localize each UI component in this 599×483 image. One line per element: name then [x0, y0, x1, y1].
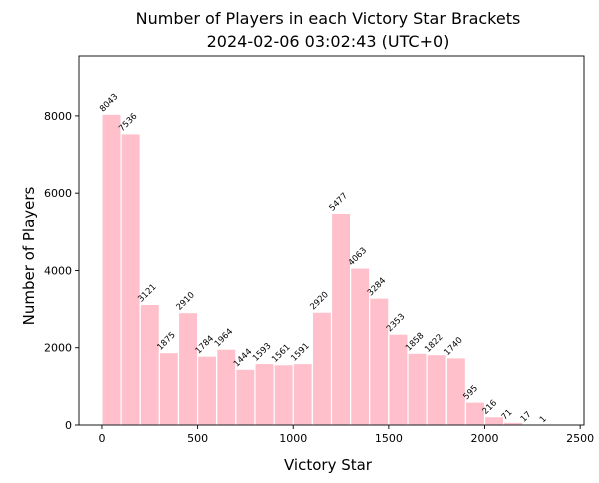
y-tick-label: 2000 [44, 342, 72, 355]
bar [235, 368, 256, 426]
x-tick-label: 2500 [566, 432, 594, 445]
x-tick-label: 500 [187, 432, 208, 445]
bar [464, 401, 486, 426]
bar [292, 362, 313, 426]
bar [139, 303, 160, 426]
bar-data-label: 1591 [289, 341, 311, 363]
bar [120, 133, 141, 426]
bar [101, 113, 122, 426]
bar [426, 354, 447, 426]
x-axis-label: Victory Star [284, 456, 373, 474]
y-tick-label: 6000 [44, 187, 72, 200]
x-tick-label: 1000 [279, 432, 307, 445]
y-axis-ticks: 0 2000 4000 6000 8000 [44, 110, 79, 432]
x-axis-ticks: 0 500 1000 1500 2000 2500 [98, 425, 594, 445]
bar-data-label: 1593 [251, 341, 273, 363]
bar-data-label: 2920 [308, 290, 330, 312]
bar [254, 362, 275, 426]
y-tick-label: 8000 [44, 110, 72, 123]
bar [445, 357, 467, 426]
y-tick-label: 0 [65, 419, 72, 432]
bar-data-label: 1740 [442, 336, 464, 358]
bar [311, 311, 333, 426]
bar-data-label: 1964 [213, 327, 235, 349]
bar-data-label: 1 [538, 414, 549, 425]
y-tick-label: 4000 [44, 264, 72, 277]
bar [177, 311, 199, 426]
x-tick-label: 2000 [471, 432, 499, 445]
bar [330, 212, 352, 426]
bar-data-label: 8043 [98, 92, 120, 114]
chart-title-line-1: Number of Players in each Victory Star B… [136, 9, 521, 28]
y-axis-label: Number of Players [20, 186, 38, 325]
x-tick-label: 0 [98, 432, 105, 445]
bar [369, 297, 390, 426]
bar [407, 352, 428, 426]
bar-data-label: 2910 [175, 290, 197, 312]
bars-group [101, 113, 562, 426]
bar [483, 416, 505, 426]
bar [158, 351, 180, 426]
x-tick-label: 1500 [375, 432, 403, 445]
chart-title-line-2: 2024-02-06 03:02:43 (UTC+0) [207, 32, 450, 51]
bar [273, 364, 294, 426]
bar [196, 355, 218, 426]
plot-frame [78, 55, 585, 426]
bar-data-label: 5477 [328, 191, 350, 213]
bar-data-label: 1561 [270, 342, 292, 364]
